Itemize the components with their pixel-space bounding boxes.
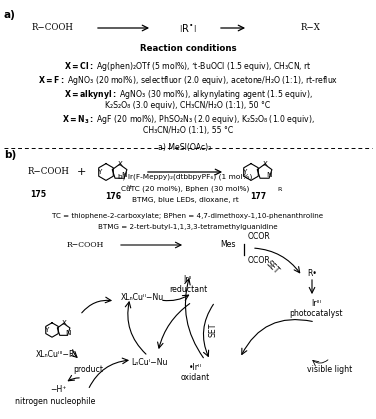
Text: X: X — [118, 160, 123, 166]
Text: SET: SET — [209, 323, 217, 337]
Text: −H⁺: −H⁺ — [50, 385, 66, 394]
Text: oxidant: oxidant — [180, 373, 210, 382]
Text: a) MeSI(OAc)₂: a) MeSI(OAc)₂ — [158, 143, 212, 152]
Text: XLₙCuᴵᴵᴵ−R: XLₙCuᴵᴵᴵ−R — [35, 350, 75, 359]
Text: $\mathbf{X = F:}$ AgNO₃ (20 mol%), selectfluor (2.0 equiv), acetone/H₂O (1:1), r: $\mathbf{X = F:}$ AgNO₃ (20 mol%), selec… — [38, 74, 338, 87]
Text: R−COOH: R−COOH — [66, 241, 104, 249]
Text: $\mathbf{X = alkynyl:}$ AgNO₃ (30 mol%), alkynylating agent (1.5 equiv),: $\mathbf{X = alkynyl:}$ AgNO₃ (30 mol%),… — [64, 88, 312, 101]
Text: LₙCuᴵ−Nu: LₙCuᴵ−Nu — [132, 358, 168, 367]
Text: K₂S₂O₈ (3.0 equiv), CH₃CN/H₂O (1:1), 50 °C: K₂S₂O₈ (3.0 equiv), CH₃CN/H₂O (1:1), 50 … — [105, 101, 271, 110]
Text: Y: Y — [98, 169, 103, 175]
Text: N: N — [121, 172, 127, 178]
Text: Reaction conditions: Reaction conditions — [140, 44, 236, 53]
Text: H: H — [127, 185, 132, 189]
Text: a): a) — [4, 10, 16, 20]
Text: SET: SET — [264, 259, 280, 275]
Text: photocatalyst: photocatalyst — [289, 309, 343, 318]
Text: R−COOH: R−COOH — [28, 168, 70, 176]
Text: OCOR: OCOR — [248, 256, 271, 265]
Text: TC = thiophene-2-carboxylate; BPhen = 4,7-dimethoxy-1,10-phenanthroline: TC = thiophene-2-carboxylate; BPhen = 4,… — [52, 213, 324, 219]
Text: b) Ir(F-Meppy)₂(dtbbpyPF₆) (1 mol%): b) Ir(F-Meppy)₂(dtbbpyPF₆) (1 mol%) — [118, 174, 252, 181]
Text: XLₙCuᴵᴵ−Nu: XLₙCuᴵᴵ−Nu — [120, 293, 164, 303]
Text: •Irᴵᴵ: •Irᴵᴵ — [188, 363, 202, 372]
Text: visible light: visible light — [307, 365, 353, 374]
Text: OCOR: OCOR — [248, 232, 271, 241]
Text: +: + — [77, 167, 87, 177]
Text: $\mathbf{X = Cl:}$ Ag(phen)₂OTf (5 mol%), ’t-BuOCl (1.5 equiv), CH₃CN, rt: $\mathbf{X = Cl:}$ Ag(phen)₂OTf (5 mol%)… — [64, 60, 312, 73]
Text: 177: 177 — [250, 192, 266, 201]
Text: 175: 175 — [30, 190, 46, 199]
Text: b): b) — [4, 150, 16, 160]
Text: Irᴵᴵ: Irᴵᴵ — [184, 275, 192, 284]
Text: $\mathbf{X = N_3:}$ AgF (20 mol%), PhSO₂N₃ (2.0 equiv), K₂S₂O₈ (1.0 equiv),: $\mathbf{X = N_3:}$ AgF (20 mol%), PhSO₂… — [62, 113, 314, 126]
Text: nitrogen nucleophile: nitrogen nucleophile — [15, 397, 95, 406]
Text: R−COOH: R−COOH — [31, 23, 73, 33]
Text: X: X — [263, 160, 268, 166]
Text: N: N — [267, 172, 272, 178]
Text: CH₃CN/H₂O (1:1), 55 °C: CH₃CN/H₂O (1:1), 55 °C — [143, 126, 233, 135]
Text: Irᴵᴵᴵ: Irᴵᴵᴵ — [311, 299, 321, 308]
Text: 176: 176 — [105, 192, 121, 201]
Text: Y: Y — [243, 169, 247, 175]
Text: Y: Y — [45, 327, 49, 333]
Text: N: N — [65, 330, 70, 336]
Text: R: R — [277, 186, 281, 191]
Text: BTMG, blue LEDs, dioxane, rt: BTMG, blue LEDs, dioxane, rt — [132, 197, 238, 203]
Text: BTMG = 2-tert-butyl-1,1,3,3-tetramethylguanidine: BTMG = 2-tert-butyl-1,1,3,3-tetramethylg… — [98, 224, 278, 230]
Text: X: X — [62, 320, 67, 326]
Text: Mes: Mes — [220, 240, 235, 248]
Text: product: product — [73, 365, 103, 374]
Text: reductant: reductant — [169, 285, 207, 294]
Text: CuTC (20 mol%), Bphen (30 mol%): CuTC (20 mol%), Bphen (30 mol%) — [121, 186, 249, 192]
Text: R•: R• — [307, 269, 317, 277]
Text: R−X: R−X — [300, 23, 320, 33]
Text: $\left|\mathsf{R}^{\bullet}\right|$: $\left|\mathsf{R}^{\bullet}\right|$ — [179, 22, 197, 34]
